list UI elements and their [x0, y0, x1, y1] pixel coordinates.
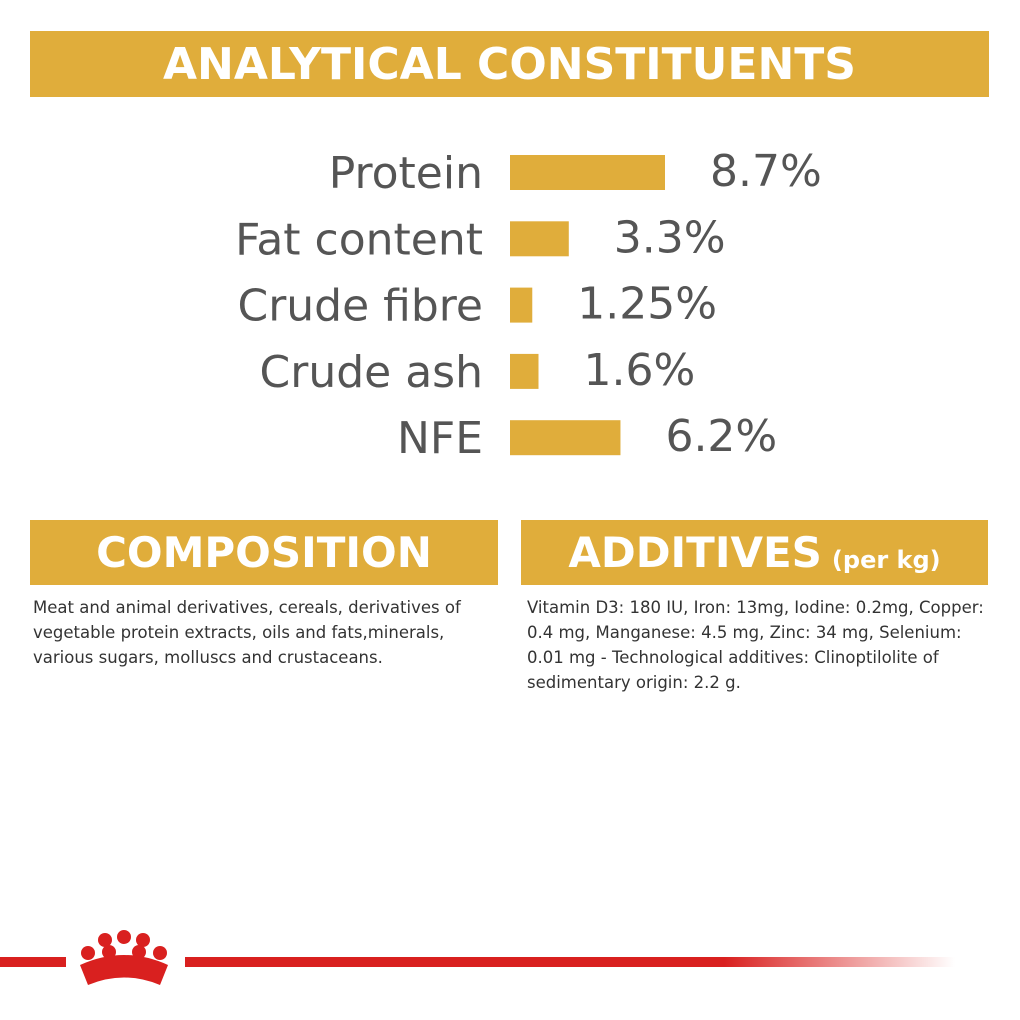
value-label: 1.25%	[577, 279, 717, 330]
bar	[510, 353, 539, 389]
value-label: 3.3%	[614, 212, 726, 263]
value-label: 1.6%	[584, 345, 696, 396]
bar	[510, 155, 665, 190]
logo	[80, 930, 168, 985]
category-label: Fat content	[235, 214, 483, 265]
additives-unit: (per kg)	[831, 545, 941, 574]
category-label: Protein	[329, 148, 483, 199]
footer-line	[0, 957, 66, 967]
category-label: Crude ash	[260, 347, 483, 398]
footer	[0, 930, 955, 985]
composition-text: Meat and animal derivatives, cereals, de…	[33, 598, 461, 667]
composition-band: COMPOSITION	[30, 520, 498, 585]
bar	[510, 287, 533, 323]
additives-text: Vitamin D3: 180 IU, Iron: 13mg, Iodine: …	[527, 598, 984, 692]
category-label: Crude fibre	[237, 281, 483, 332]
value-label: 6.2%	[665, 411, 777, 462]
bar	[510, 221, 569, 257]
footer-line	[185, 957, 955, 967]
additives-title: ADDITIVES	[568, 528, 822, 577]
composition-title: COMPOSITION	[96, 528, 432, 577]
header-title: ANALYTICAL CONSTITUENTS	[163, 38, 856, 90]
value-label: 8.7%	[710, 146, 822, 197]
header-band: ANALYTICAL CONSTITUENTS	[30, 31, 989, 97]
category-label: NFE	[397, 413, 483, 464]
bar	[510, 420, 621, 456]
additives-band: ADDITIVES (per kg)	[521, 520, 988, 585]
